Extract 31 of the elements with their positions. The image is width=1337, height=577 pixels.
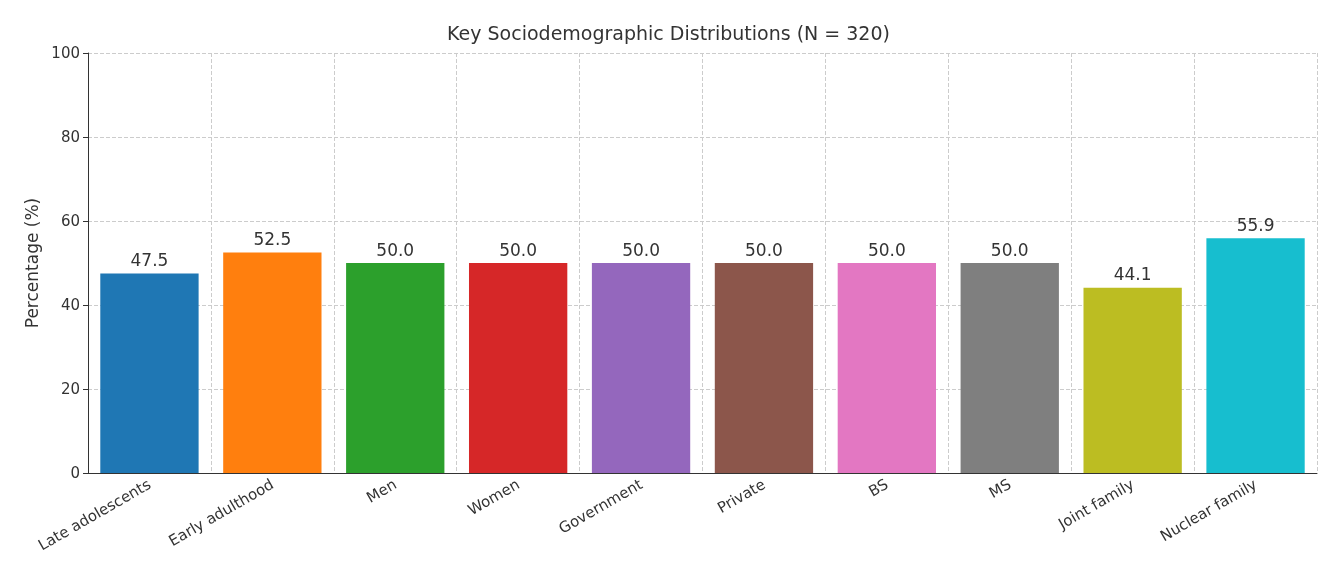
data-label: 47.5 [130,250,169,270]
y-tick-label: 0 [70,464,80,482]
y-tick-label: 40 [60,296,80,314]
bar [1083,287,1182,473]
bar [468,263,568,473]
data-label: 50.0 [990,239,1029,260]
x-tick-label: Men [363,475,400,507]
bar [591,263,691,473]
data-label: 50.0 [745,239,783,260]
x-tick-label: BS [865,475,892,501]
bar [714,263,814,473]
data-label: 50.0 [867,239,906,260]
bar [346,263,445,473]
y-tick-label: 80 [60,128,80,146]
bar [100,273,199,473]
y-tick-label: 20 [60,380,80,398]
y-tick-label: 60 [60,212,80,230]
data-label: 50.0 [622,239,660,260]
chart-title: Key Sociodemographic Distributions (N = 320) [447,21,890,44]
data-label: 55.9 [1236,214,1275,235]
bar [223,252,322,473]
data-label: 44.1 [1113,264,1152,285]
y-tick-label: 100 [51,44,80,62]
data-label: 50.0 [499,239,538,260]
data-label: 50.0 [376,239,415,260]
bar [1206,238,1305,473]
y-axis-title: Percentage (%) [21,197,42,329]
bar [960,263,1059,473]
x-tick-label: MS [985,475,1015,503]
bar [837,263,937,473]
data-label: 52.5 [253,229,292,249]
